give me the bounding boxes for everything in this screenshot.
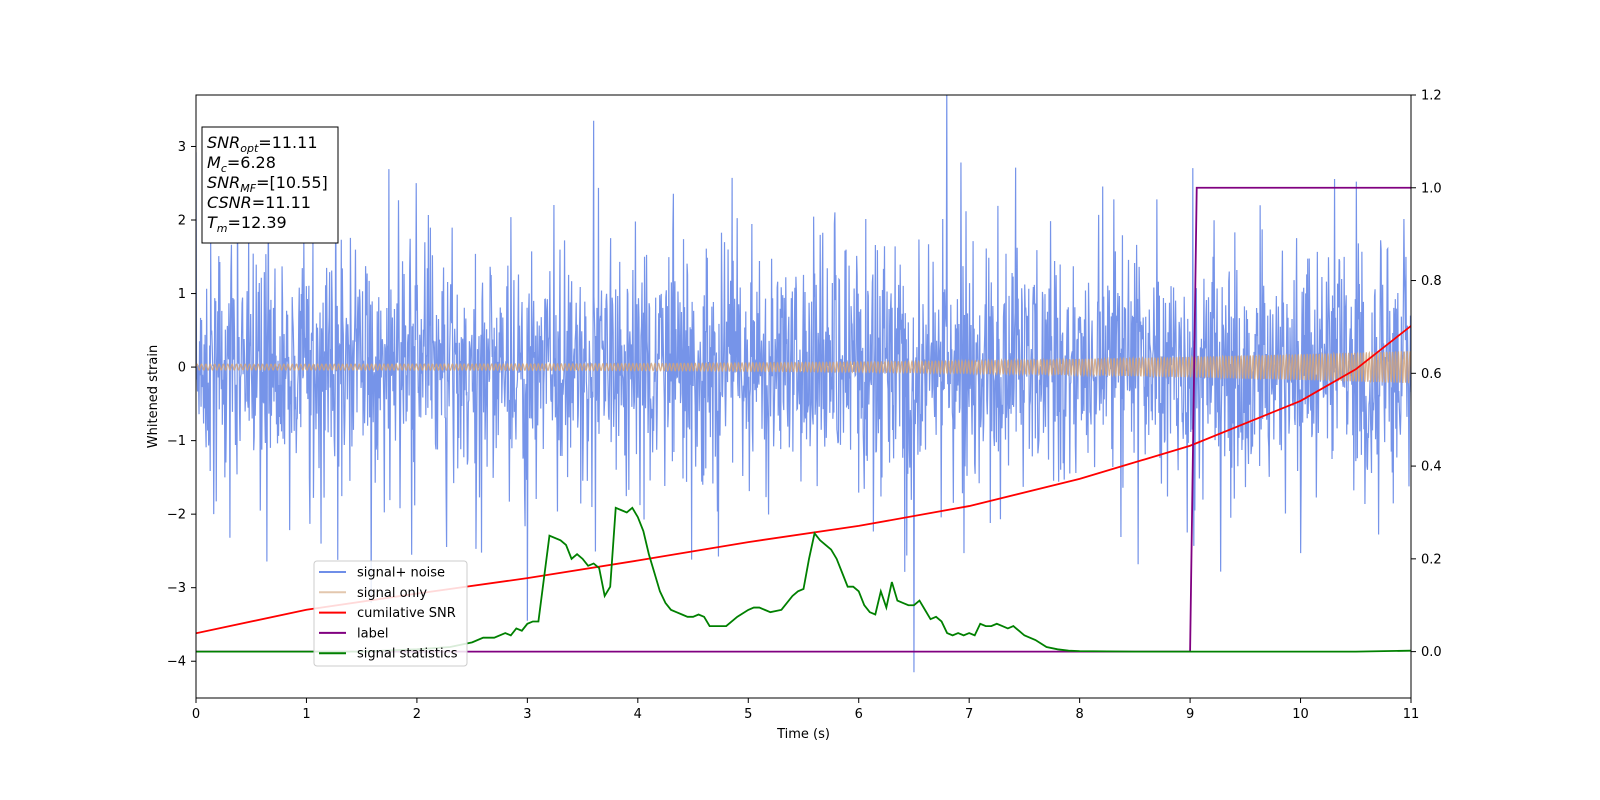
y-tick-label: −3 [167,581,186,596]
y2-tick-label: 0.6 [1421,367,1442,382]
legend: signal+ noise signal only cumilative SNR la… [313,560,468,667]
info-subscript: m [217,222,228,235]
y-tick-label: 2 [178,214,186,229]
info-value: =11.11 [252,193,311,212]
y-tick-label: 3 [178,140,186,155]
x-tick-label: 8 [1075,707,1083,722]
series-signal-noise [196,95,1411,673]
legend-label: signal+ noise [357,566,445,581]
info-box-line: CSNR=11.11 [207,193,311,212]
legend-label: signal statistics [357,647,458,662]
y2-tick-label: 1.0 [1421,181,1442,196]
x-tick-label: 6 [855,707,863,722]
info-subscript: opt [240,142,259,155]
info-subscript: c [221,162,227,175]
y-tick-label: −4 [167,655,186,670]
info-value: =12.39 [228,213,287,232]
y2-tick-label: 0.8 [1421,274,1442,289]
info-symbol: SNR [207,133,240,152]
y-tick-label: −1 [167,434,186,449]
y2-tick-label: 1.2 [1421,89,1442,104]
y-tick-label: 1 [178,287,186,302]
info-value: =6.28 [227,153,276,172]
info-box-frame [201,126,339,244]
legend-label: cumilative SNR [357,606,456,621]
y2-tick-label: 0.0 [1421,645,1442,660]
series-signal-statistics [196,506,1411,653]
info-box-line: Tm=12.39 [207,213,287,235]
y-axis-label: Whitened strain [146,345,161,448]
x-tick-label: 1 [302,707,310,722]
info-box-line: SNRMF=[10.55] [207,173,328,195]
x-tick-label: 3 [523,707,531,722]
info-symbol: CSNR [207,193,252,212]
info-subscript: MF [240,182,256,195]
x-tick-label: 10 [1292,707,1309,722]
x-tick-label: 11 [1403,707,1420,722]
y2-tick-label: 0.4 [1421,460,1442,475]
info-box: SNRopt=11.11Mc=6.28SNRMF=[10.55]CSNR=11.… [201,126,339,244]
info-symbol: M [207,153,221,172]
plot-frame [195,94,1412,699]
x-tick-label: 2 [413,707,421,722]
x-tick-label: 0 [192,707,200,722]
y2-tick-label: 0.2 [1421,552,1442,567]
info-value: =11.11 [258,133,317,152]
info-box-line: SNRopt=11.11 [207,133,318,155]
x-tick-label: 7 [965,707,973,722]
x-tick-label: 9 [1186,707,1194,722]
series-label [196,186,1411,653]
legend-label: signal only [357,586,427,601]
info-box-line: Mc=6.28 [207,153,276,175]
info-symbol: T [207,213,218,232]
y-tick-label: −2 [167,508,186,523]
legend-frame [313,560,468,667]
info-value: =[10.55] [256,173,328,192]
x-tick-label: 5 [744,707,752,722]
x-tick-label: 4 [634,707,642,722]
info-symbol: SNR [207,173,240,192]
legend-label: label [357,626,388,641]
series-signal-only [196,350,1411,384]
axes: 0 1 2 3 4 5 6 7 8 9 10 113210−1−2−3−41.21.00.80.60.… [167,89,1442,723]
x-axis-label: Time (s) [776,727,830,742]
y-tick-label: 0 [178,361,186,376]
